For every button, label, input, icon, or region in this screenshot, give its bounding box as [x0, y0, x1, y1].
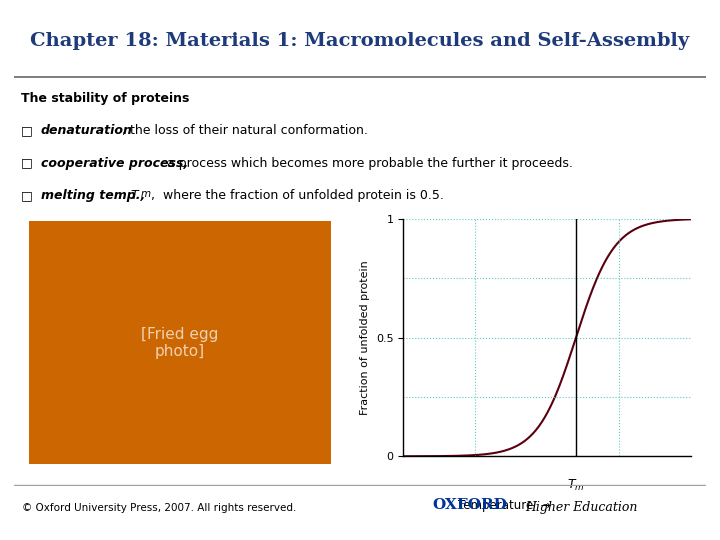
- Text: [Fried egg
photo]: [Fried egg photo]: [141, 327, 219, 359]
- Text: , the loss of their natural conformation.: , the loss of their natural conformation…: [122, 124, 367, 137]
- Text: denaturation: denaturation: [40, 124, 132, 137]
- Text: Chapter 18: Materials 1: Macromolecules and Self-Assembly: Chapter 18: Materials 1: Macromolecules …: [30, 31, 690, 50]
- Text: © Oxford University Press, 2007. All rights reserved.: © Oxford University Press, 2007. All rig…: [22, 503, 296, 513]
- Y-axis label: Fraction of unfolded protein: Fraction of unfolded protein: [360, 260, 370, 415]
- Text: melting temp.,: melting temp.,: [40, 189, 145, 202]
- Text: ,  where the fraction of unfolded protein is 0.5.: , where the fraction of unfolded protein…: [150, 189, 444, 202]
- Text: OXFORD: OXFORD: [432, 498, 507, 512]
- Text: a process which becomes more probable the further it proceeds.: a process which becomes more probable th…: [163, 157, 573, 170]
- Text: m: m: [141, 189, 151, 199]
- Text: cooperative process,: cooperative process,: [40, 157, 188, 170]
- Text: Temperature  →: Temperature →: [458, 499, 550, 512]
- Text: The stability of proteins: The stability of proteins: [22, 92, 189, 105]
- Text: □: □: [22, 124, 37, 137]
- Text: □: □: [22, 189, 37, 202]
- Text: $T_m$: $T_m$: [567, 478, 585, 493]
- Text: T: T: [127, 189, 139, 202]
- Text: □: □: [22, 157, 37, 170]
- Text: Higher Education: Higher Education: [526, 501, 638, 515]
